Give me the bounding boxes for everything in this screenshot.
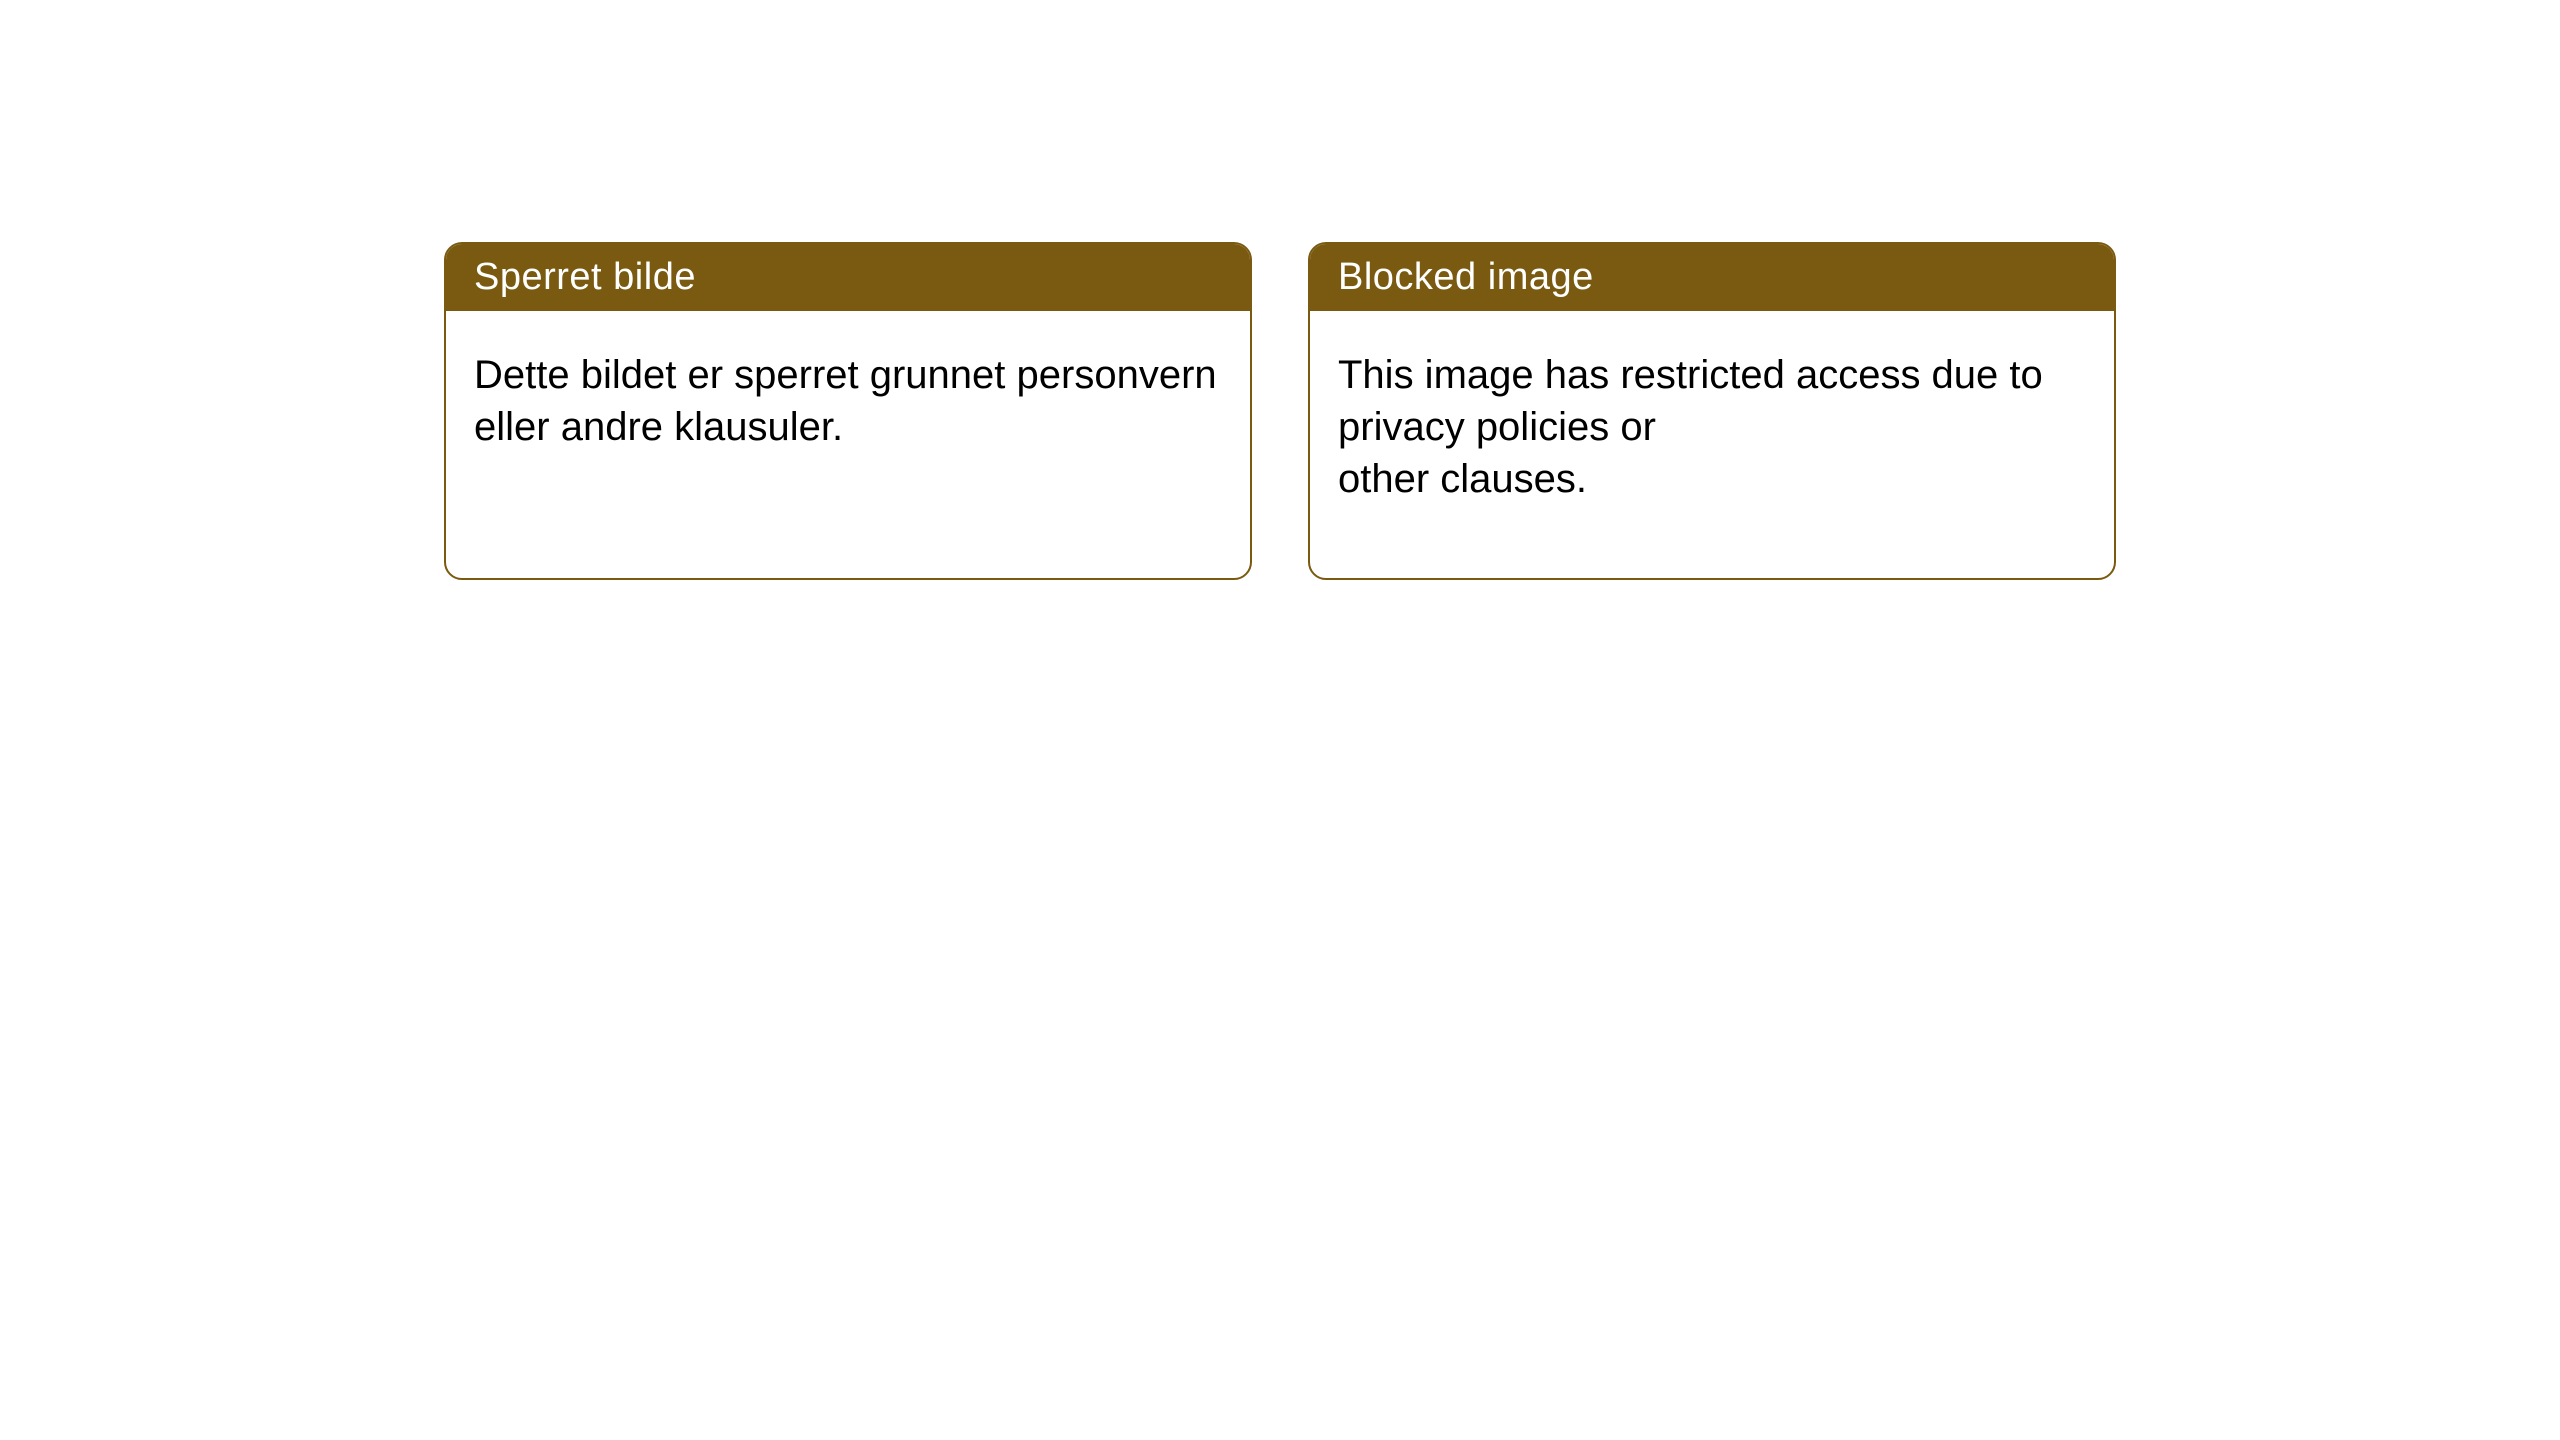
card-body-en: This image has restricted access due to … (1310, 311, 2114, 543)
notice-cards-row: Sperret bilde Dette bildet er sperret gr… (444, 242, 2116, 580)
blocked-image-card-no: Sperret bilde Dette bildet er sperret gr… (444, 242, 1252, 580)
card-header-no: Sperret bilde (446, 244, 1250, 311)
blocked-image-card-en: Blocked image This image has restricted … (1308, 242, 2116, 580)
card-header-en: Blocked image (1310, 244, 2114, 311)
card-body-no: Dette bildet er sperret grunnet personve… (446, 311, 1250, 491)
